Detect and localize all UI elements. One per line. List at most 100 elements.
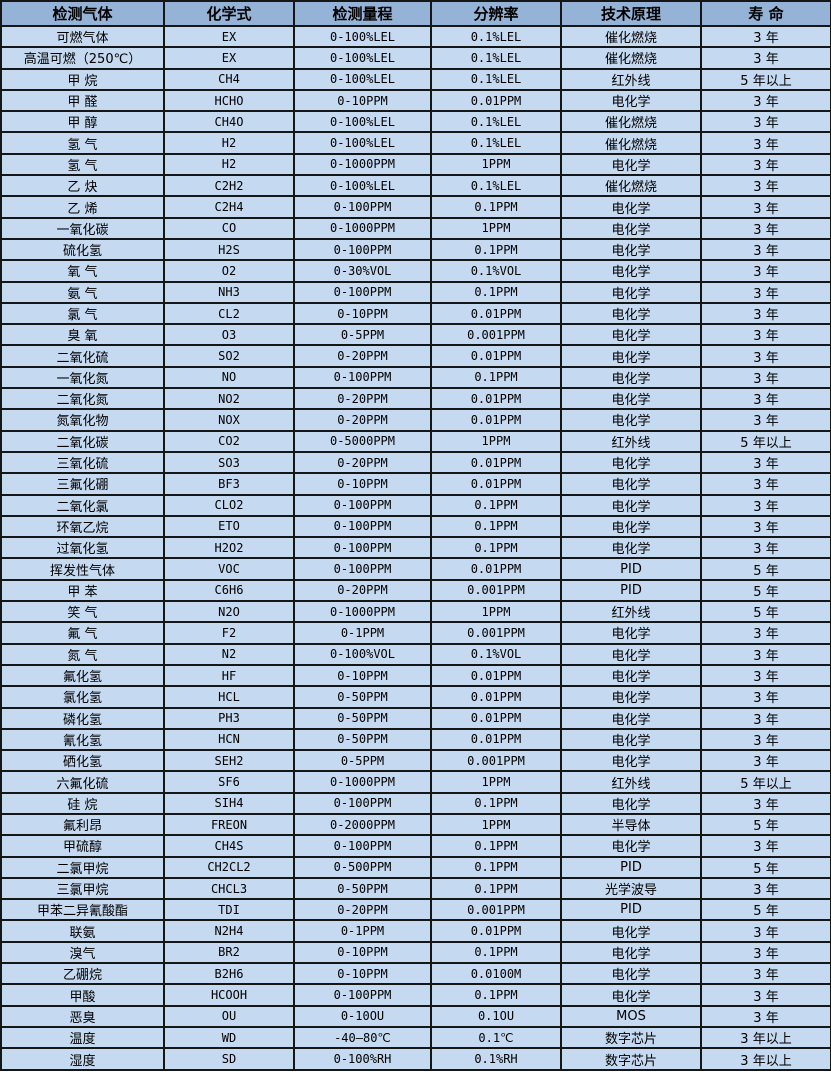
cell-gas-name: 氰化氢 xyxy=(0,727,165,752)
cell-resolution: 0.1PPM xyxy=(430,195,562,219)
cell-chemical-formula: H2O2 xyxy=(163,536,295,560)
cell-chemical-formula: CL2 xyxy=(163,301,295,326)
cell-gas-name: 磷化氢 xyxy=(0,706,165,730)
cell-detection-range: 0-30%VOL xyxy=(293,259,432,283)
table-row: 氨 气 NH3 0-100PPM 0.1PPM 电化学 3 年 xyxy=(0,280,831,304)
cell-gas-name: 硅 烷 xyxy=(0,791,165,815)
cell-lifespan: 3 年 xyxy=(700,962,831,986)
table-row: 三氟化硼 BF3 0-10PPM 0.01PPM 电化学 3 年 xyxy=(0,472,831,496)
cell-gas-name: 二氯甲烷 xyxy=(0,855,165,879)
cell-detection-range: 0-100%LEL xyxy=(293,67,432,91)
cell-chemical-formula: CO xyxy=(163,216,295,240)
cell-gas-name: 氟利昂 xyxy=(0,812,165,837)
cell-detection-range: 0-10PPM xyxy=(293,940,432,965)
cell-technology: 电化学 xyxy=(560,791,702,815)
cell-lifespan: 3 年 xyxy=(700,323,831,347)
cell-chemical-formula: OU xyxy=(163,1004,295,1028)
table-row: 硅 烷 SIH4 0-100PPM 0.1PPM 电化学 3 年 xyxy=(0,791,831,815)
cell-technology: 电化学 xyxy=(560,727,702,752)
cell-technology: 电化学 xyxy=(560,259,702,283)
cell-detection-range: 0-20PPM xyxy=(293,898,432,922)
cell-detection-range: 0-1PPM xyxy=(293,919,432,943)
cell-chemical-formula: B2H6 xyxy=(163,962,295,986)
cell-resolution: 0.1OU xyxy=(430,1004,562,1028)
cell-detection-range: 0-10PPM xyxy=(293,663,432,688)
cell-gas-name: 氟化氢 xyxy=(0,663,165,688)
table-row: 氯化氢 HCL 0-50PPM 0.01PPM 电化学 3 年 xyxy=(0,685,831,709)
cell-technology: 电化学 xyxy=(560,195,702,219)
cell-resolution: 0.1%RH xyxy=(430,1047,562,1071)
cell-lifespan: 3 年 xyxy=(700,791,831,815)
table-row: 三氯甲烷 CHCL3 0-50PPM 0.1PPM 光学波导 3 年 xyxy=(0,876,831,901)
cell-detection-range: 0-100PPM xyxy=(293,791,432,815)
cell-gas-name: 氮氧化物 xyxy=(0,408,165,432)
cell-lifespan: 3 年 xyxy=(700,408,831,432)
cell-detection-range: 0-20PPM xyxy=(293,408,432,432)
cell-resolution: 0.01PPM xyxy=(430,919,562,943)
cell-chemical-formula: HCOOH xyxy=(163,983,295,1007)
cell-chemical-formula: HF xyxy=(163,663,295,688)
cell-detection-range: 0-100%LEL xyxy=(293,110,432,134)
cell-lifespan: 3 年 xyxy=(700,663,831,688)
cell-resolution: 0.1PPM xyxy=(430,983,562,1007)
cell-detection-range: 0-100PPM xyxy=(293,983,432,1007)
cell-gas-name: 乙 烯 xyxy=(0,195,165,219)
cell-gas-name: 联氨 xyxy=(0,919,165,943)
cell-detection-range: -40—80℃ xyxy=(293,1025,432,1050)
cell-technology: 电化学 xyxy=(560,344,702,368)
cell-resolution: 0.01PPM xyxy=(430,408,562,432)
cell-chemical-formula: C6H6 xyxy=(163,578,295,603)
cell-resolution: 0.1%VOL xyxy=(430,259,562,283)
table-row: 氟利昂 FREON 0-2000PPM 1PPM 半导体 5 年 xyxy=(0,812,831,837)
cell-detection-range: 0-1000PPM xyxy=(293,152,432,177)
cell-technology: 电化学 xyxy=(560,663,702,688)
cell-technology: 电化学 xyxy=(560,514,702,539)
cell-gas-name: 溴气 xyxy=(0,940,165,965)
table-row: 甲苯二异氰酸酯 TDI 0-20PPM 0.001PPM PID 5 年 xyxy=(0,898,831,922)
cell-resolution: 0.1PPM xyxy=(430,876,562,901)
cell-technology: 红外线 xyxy=(560,600,702,624)
cell-technology: 催化燃烧 xyxy=(560,174,702,198)
cell-detection-range: 0-10PPM xyxy=(293,962,432,986)
cell-chemical-formula: O2 xyxy=(163,259,295,283)
cell-lifespan: 3 年 xyxy=(700,940,831,965)
table-row: 一氧化碳 CO 0-1000PPM 1PPM 电化学 3 年 xyxy=(0,216,831,240)
cell-chemical-formula: H2 xyxy=(163,131,295,155)
cell-lifespan: 3 年 xyxy=(700,685,831,709)
cell-lifespan: 5 年 xyxy=(700,600,831,624)
cell-detection-range: 0-100PPM xyxy=(293,365,432,390)
cell-resolution: 0.1%VOL xyxy=(430,642,562,666)
cell-resolution: 0.01PPM xyxy=(430,685,562,709)
cell-resolution: 0.01PPM xyxy=(430,387,562,411)
table-row: 三氧化硫 SO3 0-20PPM 0.01PPM 电化学 3 年 xyxy=(0,450,831,475)
cell-gas-name: 三氯甲烷 xyxy=(0,876,165,901)
cell-detection-range: 0-50PPM xyxy=(293,706,432,730)
cell-detection-range: 0-10OU xyxy=(293,1004,432,1028)
cell-detection-range: 0-500PPM xyxy=(293,855,432,879)
cell-technology: 电化学 xyxy=(560,280,702,304)
cell-resolution: 0.01PPM xyxy=(430,557,562,581)
cell-chemical-formula: EX xyxy=(163,24,295,49)
cell-technology: 电化学 xyxy=(560,940,702,965)
cell-resolution: 0.01PPM xyxy=(430,450,562,475)
cell-chemical-formula: HCHO xyxy=(163,88,295,113)
cell-lifespan: 3 年 xyxy=(700,216,831,240)
cell-resolution: 0.001PPM xyxy=(430,898,562,922)
cell-gas-name: 一氧化碳 xyxy=(0,216,165,240)
cell-lifespan: 3 年 xyxy=(700,472,831,496)
cell-resolution: 1PPM xyxy=(430,429,562,453)
table-row: 甲酸 HCOOH 0-100PPM 0.1PPM 电化学 3 年 xyxy=(0,983,831,1007)
cell-chemical-formula: SEH2 xyxy=(163,749,295,773)
cell-technology: 电化学 xyxy=(560,834,702,858)
cell-resolution: 0.1PPM xyxy=(430,536,562,560)
cell-chemical-formula: C2H2 xyxy=(163,174,295,198)
cell-lifespan: 3 年 xyxy=(700,749,831,773)
cell-detection-range: 0-100%LEL xyxy=(293,46,432,70)
cell-gas-name: 硒化氢 xyxy=(0,749,165,773)
cell-lifespan: 5 年 xyxy=(700,855,831,879)
cell-lifespan: 3 年 xyxy=(700,493,831,517)
cell-resolution: 0.1PPM xyxy=(430,514,562,539)
cell-detection-range: 0-100PPM xyxy=(293,195,432,219)
cell-gas-name: 过氧化氢 xyxy=(0,536,165,560)
cell-chemical-formula: SF6 xyxy=(163,770,295,794)
